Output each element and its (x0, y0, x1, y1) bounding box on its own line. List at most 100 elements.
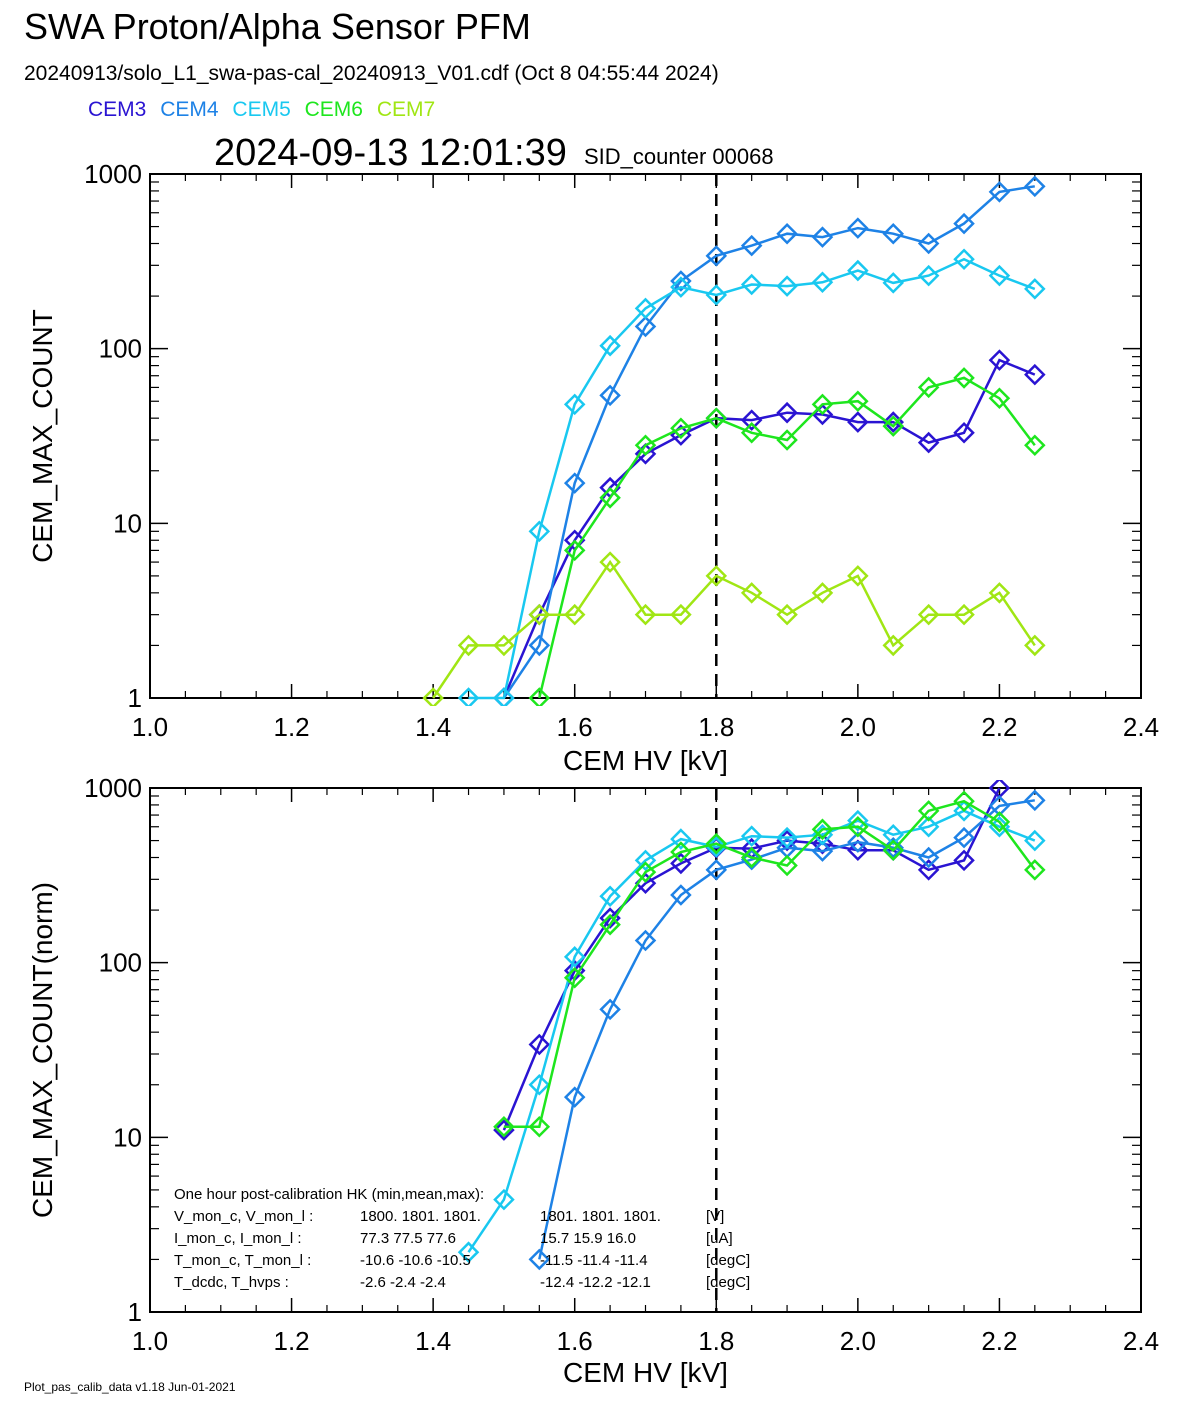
data-point-cem4 (953, 212, 975, 235)
data-point-cem6 (740, 846, 763, 869)
hk-heading: One hour post-calibration HK (min,mean,m… (174, 1186, 484, 1203)
legend-item-cem7: CEM7 (376, 98, 436, 121)
hk-row-values-b: 1801. 1801. 1801. (540, 1208, 661, 1225)
x-tick-label: 1.4 (415, 1326, 451, 1356)
data-point-cem5 (953, 248, 975, 271)
data-point-cem4 (776, 222, 798, 245)
data-point-cem6 (1024, 434, 1046, 456)
data-point-cem5 (917, 815, 940, 838)
data-point-cem6 (563, 966, 586, 989)
x-tick-label: 1.0 (132, 1326, 168, 1356)
x-tick-label: 2.4 (1123, 1326, 1159, 1356)
data-point-cem4 (917, 232, 940, 255)
data-point-cem6 (634, 434, 657, 456)
data-point-cem5 (528, 1073, 551, 1096)
x-tick-label: 2.0 (840, 712, 876, 742)
data-point-cem6 (493, 1115, 515, 1138)
data-point-cem7 (953, 603, 975, 626)
hk-row-label: T_dcdc, T_hvps : (174, 1274, 289, 1291)
data-point-cem6 (634, 861, 657, 883)
data-point-cem5 (670, 276, 692, 298)
data-point-cem3 (847, 839, 869, 862)
data-point-cem4 (528, 634, 551, 657)
data-point-cem6 (528, 687, 551, 706)
data-point-cem4 (811, 226, 834, 248)
data-point-cem4 (740, 234, 763, 257)
data-point-cem4 (811, 840, 834, 862)
data-point-cem4 (953, 826, 975, 849)
series-line-cem6 (538, 376, 1036, 699)
data-point-cem4 (740, 848, 763, 871)
data-point-cem3 (988, 349, 1011, 371)
data-point-cem4 (847, 217, 869, 239)
data-point-cem4 (634, 315, 657, 338)
x-tick-label: 1.6 (557, 712, 593, 742)
legend-item-cem6: CEM6 (304, 98, 363, 121)
hk-row-unit: [V] (706, 1208, 724, 1225)
data-point-cem7 (705, 565, 728, 587)
x-tick-label: 2.0 (840, 1326, 876, 1356)
data-point-cem3 (953, 421, 975, 444)
data-point-cem7 (776, 603, 798, 626)
data-point-cem6 (882, 839, 905, 862)
data-point-cem6 (917, 800, 940, 822)
data-point-cem6 (1024, 859, 1046, 881)
x-tick-label: 1.2 (273, 712, 309, 742)
data-point-cem7 (811, 582, 834, 604)
hk-row-values-a: 1800. 1801. 1801. (360, 1208, 481, 1225)
chart-panel-2: 1.0 1.2 1.4 1.6 1.8 2.0 2.2 2.4 1 10 100 1000 CEM HV… (27, 773, 1159, 1388)
data-point-cem5 (634, 297, 657, 320)
data-point-cem7 (599, 551, 621, 573)
x-tick-label: 2.2 (981, 1326, 1017, 1356)
hk-row-values-b: -12.4 -12.2 -12.1 (540, 1274, 651, 1291)
data-point-cem7 (882, 634, 905, 657)
data-point-cem3 (670, 852, 692, 875)
y-tick-label: 100 (99, 334, 142, 364)
x-tick-label: 1.0 (132, 712, 168, 742)
y-tick-label: 100 (99, 948, 142, 978)
series-line-cem6 (503, 799, 1036, 1128)
data-point-cem5 (776, 826, 798, 849)
y-axis-label: CEM_MAX_COUNT(norm) (27, 882, 58, 1218)
data-point-cem3 (740, 409, 763, 431)
hk-row-unit: [degC] (706, 1274, 750, 1291)
data-point-cem6 (740, 421, 763, 444)
data-point-cem7 (634, 603, 657, 626)
data-point-cem6 (811, 393, 834, 416)
x-axis-label: CEM HV [kV] (563, 1357, 728, 1388)
data-point-cem5 (457, 687, 480, 706)
data-point-cem5 (953, 800, 975, 822)
data-point-cem7 (1024, 634, 1046, 657)
data-point-cem4 (634, 929, 657, 952)
footer-version: Plot_pas_calib_data v1.18 Jun-01-2021 (24, 1380, 236, 1394)
data-point-cem4 (670, 884, 692, 906)
data-point-cem6 (776, 854, 798, 877)
data-point-cem4 (988, 181, 1011, 203)
data-point-cem5 (563, 393, 586, 416)
data-point-cem7 (670, 603, 692, 626)
data-point-cem5 (528, 520, 551, 543)
data-point-cem6 (917, 376, 940, 399)
data-point-cem4 (599, 998, 621, 1021)
y-tick-label: 1 (128, 1297, 142, 1327)
data-point-cem3 (917, 859, 940, 881)
data-point-cem5 (917, 264, 940, 287)
series-line-cem4 (538, 799, 1035, 1260)
data-point-cem5 (740, 825, 763, 847)
data-point-cem6 (882, 415, 905, 437)
data-point-cem3 (634, 443, 657, 465)
data-point-cem6 (988, 387, 1011, 410)
data-point-cem5 (882, 272, 905, 294)
series-line-cem3 (502, 358, 1036, 699)
hk-row-values-a: -10.6 -10.6 -10.5 (360, 1252, 471, 1269)
data-point-cem5 (493, 687, 515, 706)
chart-panel-1: 1.0 1.2 1.4 1.6 1.8 2.0 2.2 2.4 1 10 100 1000 CEM HV… (27, 159, 1159, 776)
series-group (422, 175, 1046, 706)
y-tick-label: 1 (128, 683, 142, 713)
series-line-cem5 (468, 257, 1036, 700)
data-point-cem5 (811, 271, 834, 294)
data-point-cem3 (811, 832, 834, 855)
x-tick-label: 1.4 (415, 712, 451, 742)
x-tick-label: 2.4 (1123, 712, 1159, 742)
data-point-cem5 (670, 828, 692, 850)
